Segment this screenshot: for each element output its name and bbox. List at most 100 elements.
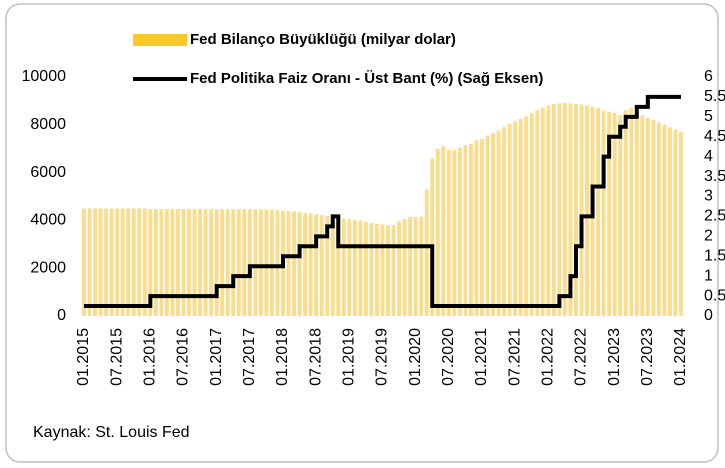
bar (341, 218, 346, 316)
bar (452, 149, 457, 316)
x-tick-label: 01.2019 (341, 328, 358, 386)
y2-tick-label: 3 (704, 188, 713, 205)
y2-tick-label: 6 (704, 68, 713, 85)
bar (607, 111, 612, 316)
bar (375, 223, 379, 316)
bar (518, 118, 523, 316)
y-tick-label: 4000 (30, 212, 66, 229)
bar (292, 211, 296, 316)
x-tick-label: 07.2015 (108, 328, 125, 386)
bar (242, 209, 247, 316)
bar (109, 208, 114, 316)
x-tick-label: 07.2017 (241, 328, 258, 386)
bar (491, 133, 495, 316)
bar (264, 209, 269, 316)
bar (98, 208, 103, 316)
bar (601, 110, 606, 317)
bar (159, 208, 164, 316)
bar (413, 216, 418, 316)
y-tick-label: 10000 (22, 68, 67, 85)
bar (203, 208, 208, 316)
bar (546, 105, 551, 317)
bar (247, 209, 252, 316)
bar (419, 216, 424, 316)
bar (507, 123, 512, 316)
x-tick-label: 01.2021 (473, 328, 490, 386)
bar (209, 208, 214, 316)
bar (275, 210, 280, 316)
bar (253, 209, 258, 316)
x-tick-label: 01.2022 (540, 328, 557, 386)
bar (662, 124, 667, 316)
bar (551, 104, 556, 316)
bar (391, 225, 396, 316)
y2-tick-label: 3.5 (704, 168, 725, 185)
bar (585, 105, 589, 317)
bar (352, 219, 357, 316)
bar (142, 208, 147, 316)
bar (596, 108, 601, 316)
y2-tick-label: 1.5 (704, 247, 725, 264)
x-tick-label: 07.2019 (374, 328, 391, 386)
bar (651, 120, 656, 317)
x-tick-label: 01.2020 (407, 328, 424, 386)
bar (529, 112, 534, 316)
x-tick-label: 01.2023 (606, 328, 623, 386)
legend-label: Fed Bilanço Büyüklüğü (milyar dolar) (190, 31, 456, 48)
bar (148, 208, 153, 316)
bar (225, 209, 230, 316)
bar (524, 116, 529, 316)
bar (430, 158, 435, 316)
bar (358, 220, 363, 316)
bar (258, 209, 263, 316)
bar (336, 217, 341, 316)
bar (137, 208, 142, 316)
y2-tick-label: 4.5 (704, 128, 725, 145)
bar (574, 103, 578, 316)
bar (568, 103, 573, 316)
bar (297, 212, 302, 316)
y-tick-label: 8000 (30, 116, 66, 133)
bar (446, 149, 451, 316)
bar (319, 215, 324, 316)
bar (480, 139, 484, 316)
bar (325, 216, 330, 316)
bar (457, 147, 462, 316)
bar (441, 146, 446, 316)
bar (198, 208, 203, 316)
bar (424, 189, 429, 316)
bar (270, 209, 274, 316)
bar (93, 208, 97, 316)
bar (612, 112, 617, 316)
bar (170, 208, 175, 316)
bar (474, 140, 479, 316)
y2-tick-label: 5.5 (704, 88, 725, 105)
bar (126, 208, 131, 316)
bar (153, 208, 158, 316)
bar (104, 208, 109, 316)
bar (330, 217, 335, 316)
x-tick-label: 01.2024 (672, 328, 689, 386)
bar (668, 127, 672, 316)
bar (469, 143, 473, 316)
bar (236, 209, 241, 316)
bar (513, 121, 518, 316)
rate-line (84, 94, 681, 309)
x-tick-label: 07.2018 (307, 328, 324, 386)
bar (286, 211, 291, 316)
bar (402, 219, 407, 316)
bar (502, 127, 507, 316)
bar (181, 208, 186, 316)
bar (540, 108, 545, 316)
bar (656, 122, 661, 316)
y2-tick-label: 2.5 (704, 208, 725, 225)
bar (314, 214, 319, 316)
bar (629, 108, 634, 316)
bar (380, 224, 385, 316)
y2-tick-label: 2 (704, 228, 713, 245)
bar (463, 145, 468, 316)
bar (579, 104, 584, 316)
bar (192, 208, 197, 316)
bar (557, 103, 562, 316)
